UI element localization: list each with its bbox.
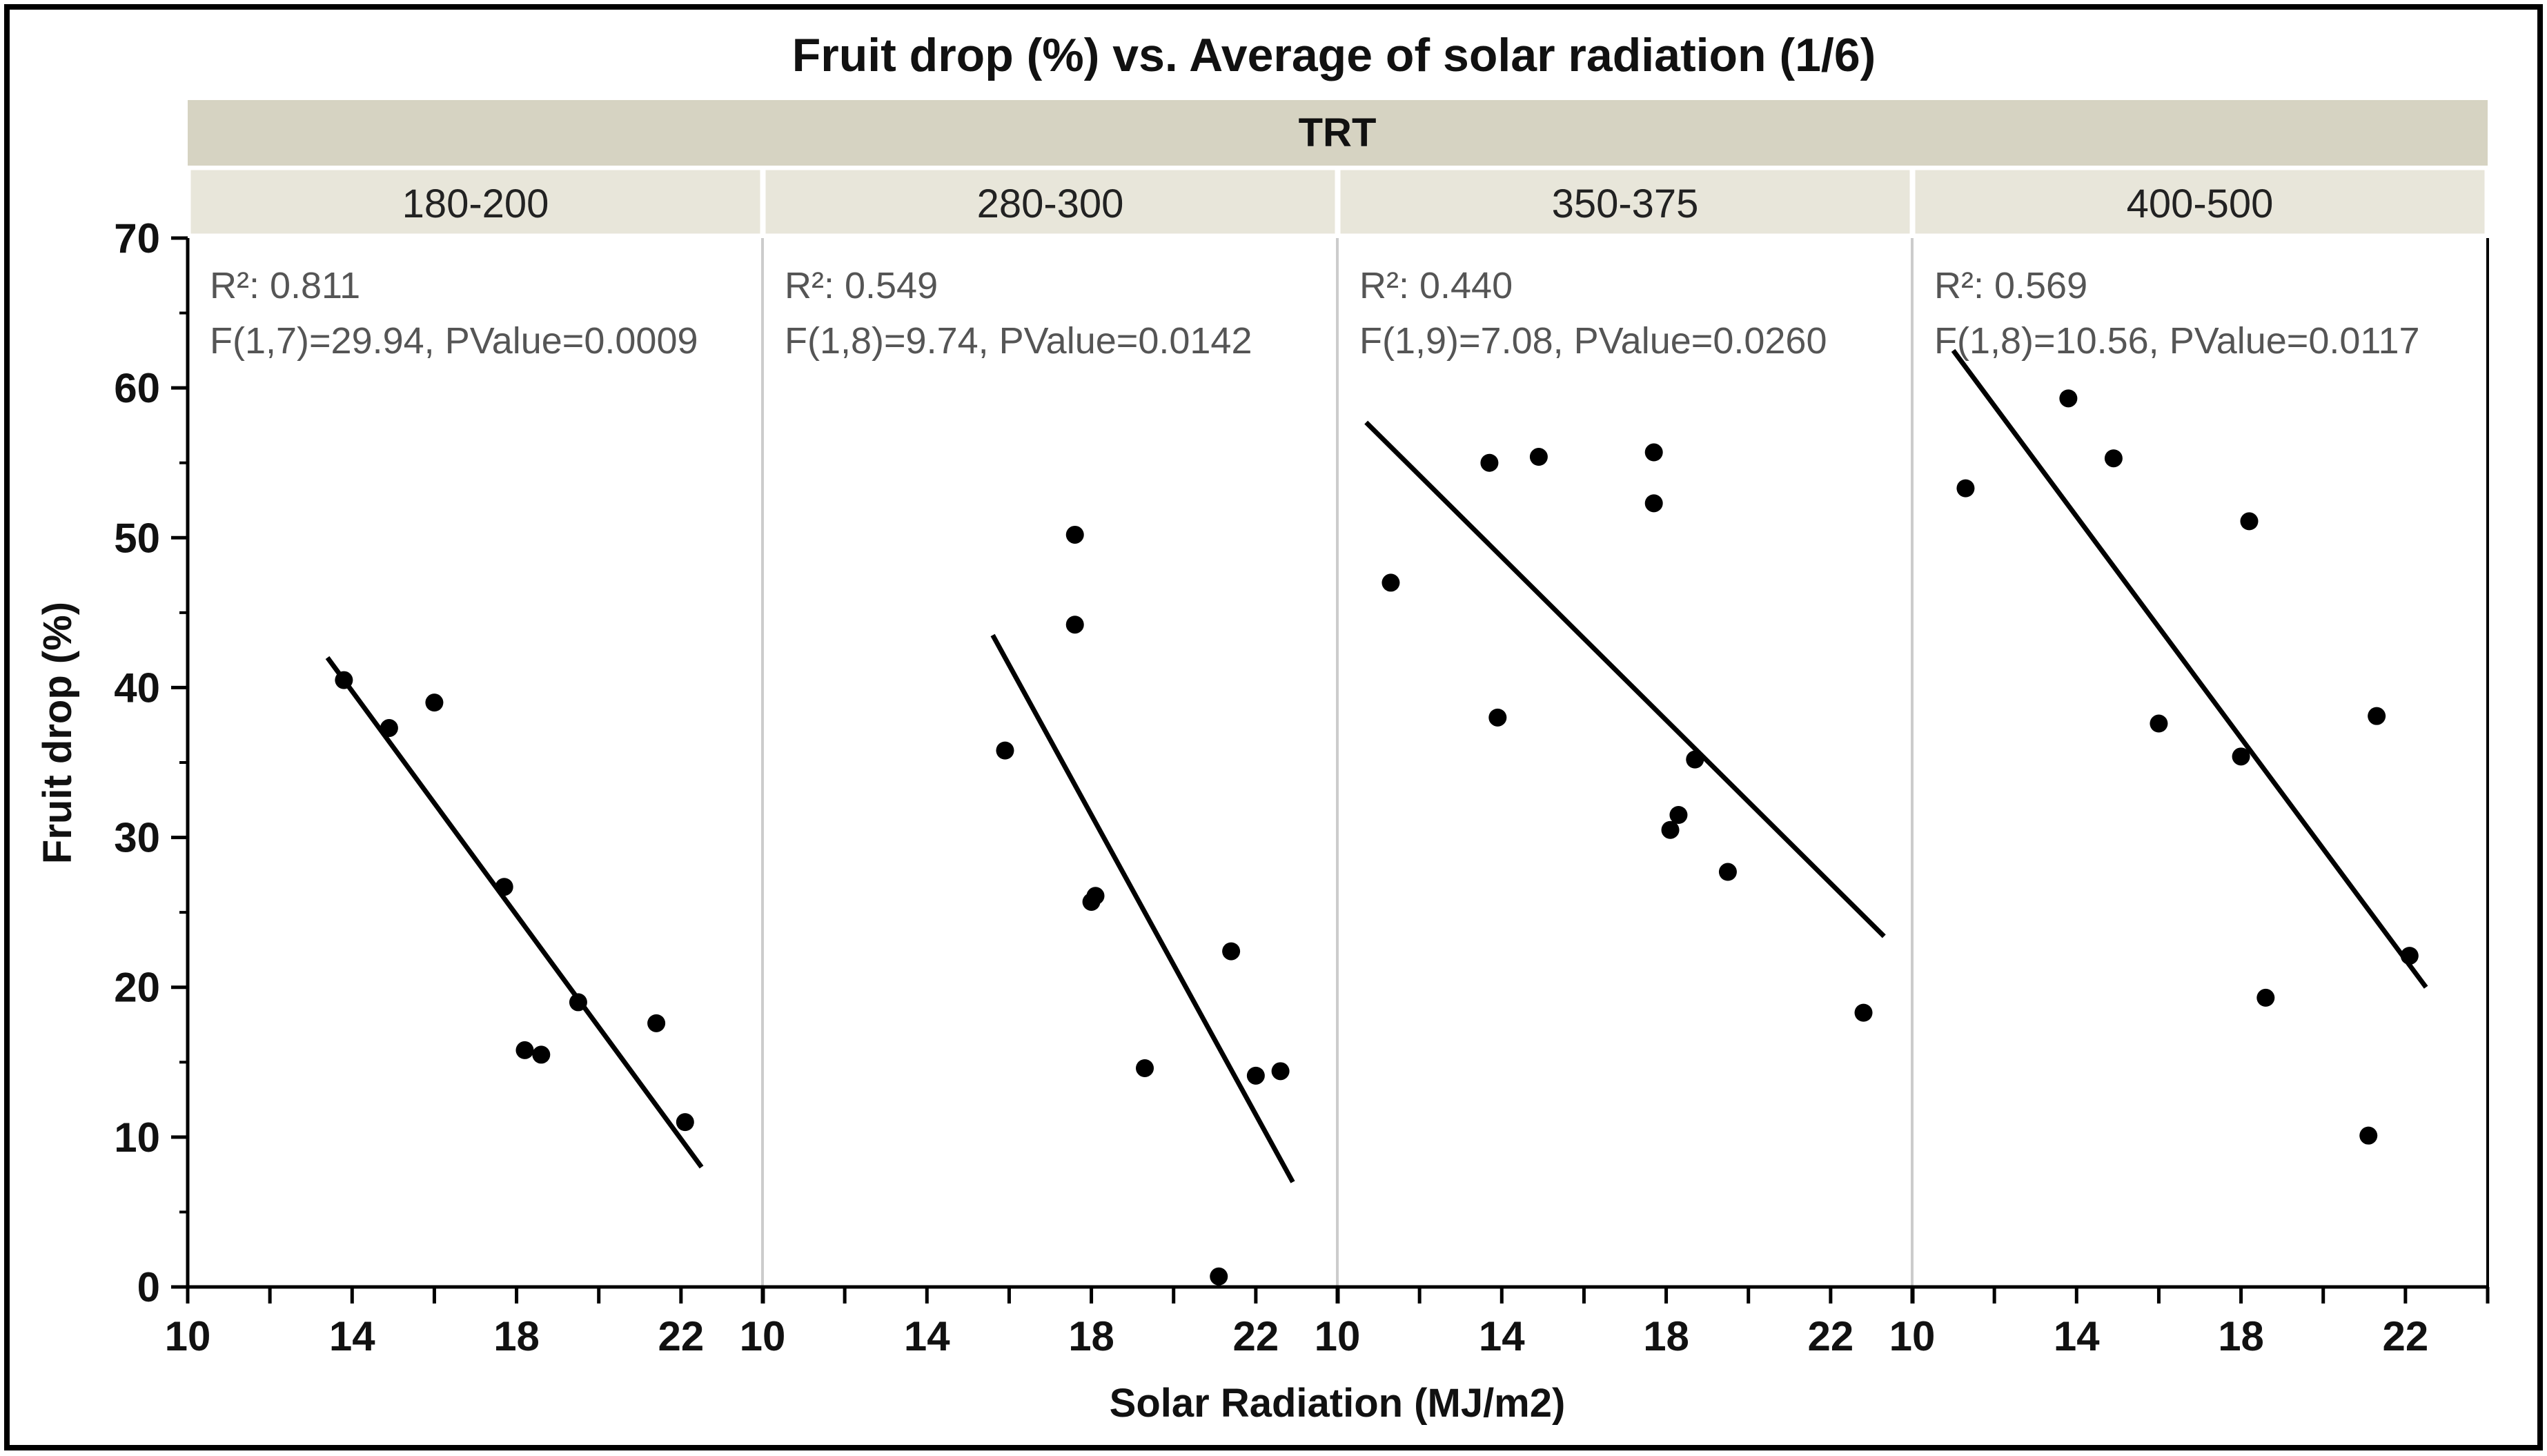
data-point [1529,448,1548,466]
x-tick-label-14: 14 [329,1313,375,1359]
panel-280-300: R²: 0.549 F(1,8)=9.74, PValue=0.0142 [785,265,1295,1286]
y-tick-label-0: 0 [137,1264,160,1310]
data-point [1854,1003,1873,1022]
data-point [1661,820,1680,839]
x-axis-title: Solar Radiation (MJ/m2) [1110,1381,1566,1426]
data-point [1644,494,1663,513]
outer-frame [4,4,2543,1450]
data-point [425,693,444,712]
x-tick-label-18: 18 [493,1313,540,1359]
x-tick-label-10: 10 [1889,1313,1936,1359]
data-point [1210,1267,1228,1286]
x-tick-label-22: 22 [1232,1313,1279,1359]
panel-180-200: R²: 0.811 F(1,7)=29.94, PValue=0.0009 [210,265,704,1169]
data-point [647,1014,666,1032]
x-tick-label-22: 22 [658,1313,704,1359]
x-tick-label-18: 18 [1643,1313,1689,1359]
r-squared-label: R²: 0.569 [1934,265,2087,306]
x-tick-label-14: 14 [1479,1313,1525,1359]
r-squared-label: R²: 0.811 [210,265,360,306]
r-squared-label: R²: 0.549 [785,265,938,306]
fit-line [1364,420,1886,938]
data-point [1136,1059,1154,1077]
fit-line [990,633,1295,1183]
x-tick-label-22: 22 [2382,1313,2428,1359]
x-tick-label-10: 10 [165,1313,211,1359]
data-point [495,878,513,896]
x-tick-label-10: 10 [1315,1313,1361,1359]
panel-350-375: R²: 0.440 F(1,9)=7.08, PValue=0.0260 [1359,265,1886,1022]
group-title: TRT [1299,110,1377,155]
data-point [2368,707,2386,725]
data-point [676,1113,694,1132]
panel-400-500: R²: 0.569 F(1,8)=10.56, PValue=0.0117 [1934,265,2428,1145]
y-tick-label-60: 60 [114,365,160,411]
data-point [380,719,398,738]
panel-header-400-500 [1913,168,2487,236]
r-squared-label: R²: 0.440 [1359,265,1513,306]
data-point [2150,714,2168,733]
data-point [1644,443,1663,462]
data-point [1669,806,1688,824]
x-tick-label-10: 10 [740,1313,786,1359]
panel-header-180-200 [188,168,763,236]
data-point [2256,988,2275,1007]
x-tick-label-14: 14 [904,1313,950,1359]
data-point [515,1041,534,1059]
y-tick-label-50: 50 [114,515,160,561]
data-point [1271,1062,1290,1081]
f-statistic-label: F(1,8)=10.56, PValue=0.0117 [1934,320,2420,362]
data-point [1488,708,1507,727]
chart-title: Fruit drop (%) vs. Average of solar radi… [792,29,1876,81]
y-tick-label-40: 40 [114,665,160,711]
data-point [335,671,353,689]
data-point [1480,453,1499,472]
panel-label-400-500: 400-500 [2127,181,2274,226]
group-header [188,100,2488,166]
data-point [996,741,1014,760]
data-point [1956,479,1975,498]
data-point [1686,750,1704,769]
data-point [2359,1126,2378,1145]
fit-line [325,656,704,1169]
fit-line [1951,348,2428,989]
data-point [1065,525,1084,544]
data-point [2232,747,2250,766]
y-tick-label-20: 20 [114,965,160,1011]
y-tick-label-70: 70 [114,215,160,262]
f-statistic-label: F(1,9)=7.08, PValue=0.0260 [1359,320,1827,362]
x-tick-label-18: 18 [2218,1313,2264,1359]
data-point [2240,512,2259,531]
panel-header-350-375 [1338,168,1912,236]
panel-header-280-300 [763,168,1337,236]
data-point [1065,616,1084,634]
panel-label-280-300: 280-300 [977,181,1124,226]
data-point [1222,942,1241,961]
y-axis-title: Fruit drop (%) [35,602,80,864]
y-tick-label-30: 30 [114,815,160,861]
x-tick-label-14: 14 [2054,1313,2100,1359]
data-point [2104,449,2123,468]
data-point [1086,887,1105,905]
x-tick-label-22: 22 [1807,1313,1853,1359]
data-point [2400,947,2419,965]
f-statistic-label: F(1,7)=29.94, PValue=0.0009 [210,320,698,362]
data-point [1246,1066,1265,1085]
data-point [569,993,587,1012]
x-tick-label-18: 18 [1068,1313,1114,1359]
f-statistic-label: F(1,8)=9.74, PValue=0.0142 [785,320,1252,362]
data-point [2059,389,2078,408]
data-point [1381,573,1400,592]
panel-label-350-375: 350-375 [1552,181,1699,226]
panel-label-180-200: 180-200 [402,181,549,226]
data-point [1718,863,1737,881]
data-point [532,1045,551,1064]
y-tick-label-10: 10 [114,1114,160,1161]
